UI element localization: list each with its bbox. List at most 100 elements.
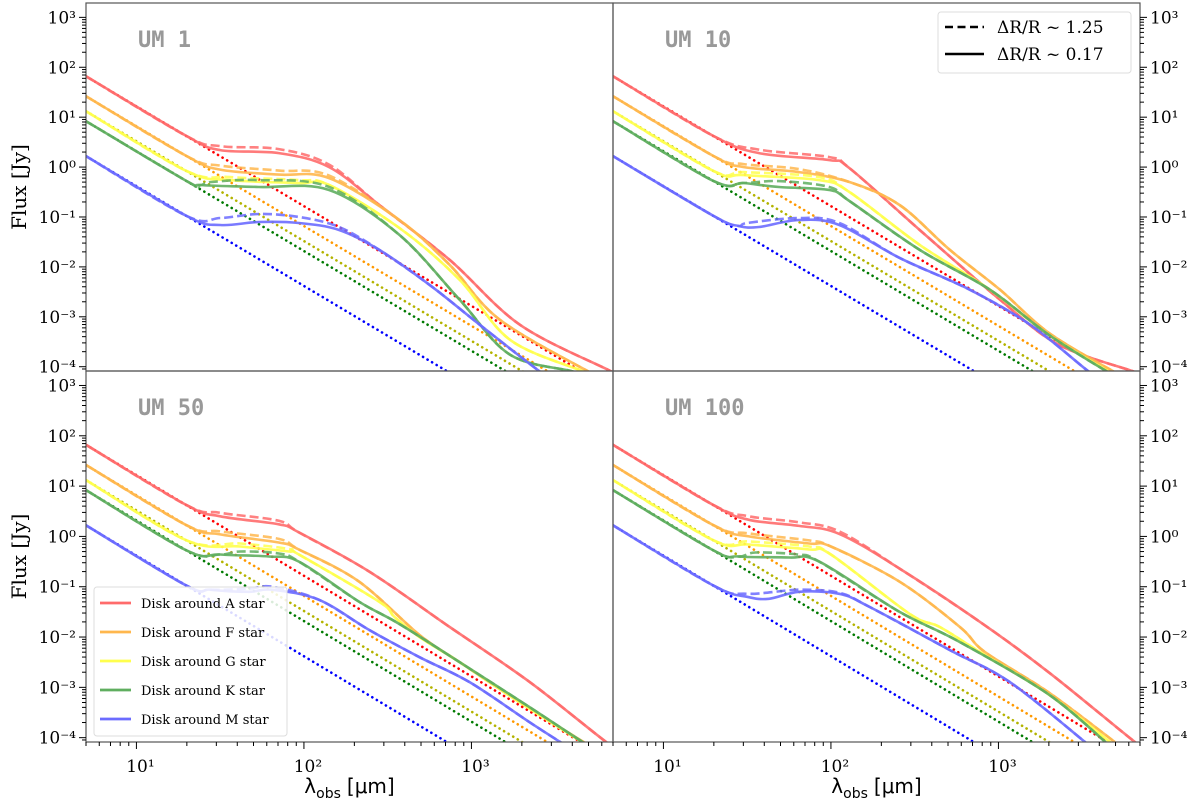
panel-um-1: 10⁻⁴ 10⁻³ 10⁻² 10⁻¹ 10⁰ 10¹ 10² 10³ Flux [Jy] UM … — [7, 2, 614, 378]
stellar-line-G — [86, 478, 525, 742]
disk-dashed-line-A — [613, 75, 1136, 371]
x-axis-subscript: obs — [843, 786, 868, 802]
disk-solid-line-K — [86, 488, 586, 742]
plot-area — [613, 75, 1136, 371]
legend-label: ΔR/R ~ 0.17 — [997, 45, 1104, 65]
disk-solid-line-F — [86, 95, 591, 371]
y-tick-label: 10² — [1150, 58, 1178, 78]
plot-area — [86, 443, 609, 742]
stellar-line-A — [613, 443, 1111, 742]
stellar-line-M — [613, 154, 977, 371]
stellar-line-F — [613, 463, 1077, 742]
disk-dashed-line-G — [86, 110, 586, 371]
y-tick-label: 10⁻³ — [39, 308, 76, 328]
panel-title: UM 1 — [138, 28, 191, 53]
disk-solid-line-A — [86, 443, 609, 742]
legend-label: Disk around A star — [141, 597, 265, 612]
y-tick-label: 10² — [48, 427, 76, 447]
y-tick-label: 10⁻¹ — [1150, 208, 1187, 228]
y-tick-label: 10⁻¹ — [39, 578, 76, 598]
y-tick-label: 10⁻⁴ — [1150, 358, 1188, 378]
disk-solid-line-M — [86, 154, 542, 371]
y-tick-label: 10⁻³ — [39, 678, 76, 698]
stellar-line-K — [613, 488, 1035, 742]
y-tick-label: 10⁰ — [1150, 158, 1179, 178]
legend-label: Disk around F star — [141, 626, 265, 641]
stellar-line-G — [613, 478, 1052, 742]
panel-um-50: 10⁻⁴ 10⁻³ 10⁻² 10⁻¹ 10⁰ 10¹ 10² 10³ 10¹ 10² 10³ λob… — [7, 370, 614, 802]
y-axis-title: Flux [Jy] — [7, 144, 31, 230]
panel-frame — [612, 370, 1141, 743]
stellar-line-G — [86, 109, 525, 371]
y-tick-label: 10⁻² — [1150, 628, 1187, 648]
stellar-line-A — [86, 443, 584, 742]
stellar-line-K — [86, 119, 508, 371]
disk-solid-line-F — [613, 463, 1117, 742]
disk-dashed-line-M — [86, 154, 542, 371]
stellar-line-K — [613, 119, 1035, 371]
disk-solid-line-M — [613, 524, 1088, 742]
disk-solid-line-K — [613, 488, 1108, 742]
y-tick-label: 10¹ — [1150, 108, 1178, 128]
stellar-line-F — [86, 94, 550, 371]
x-tick-label: 10³ — [461, 757, 489, 777]
y-tick-label: 10³ — [1150, 8, 1178, 28]
disk-solid-line-F — [613, 95, 1116, 371]
y-tick-label: 10⁻² — [39, 258, 76, 278]
stellar-line-A — [613, 75, 1111, 371]
y-axis-title: Flux [Jy] — [7, 514, 31, 600]
disk-dashed-line-A — [613, 443, 1138, 742]
y-tick-label: 10⁻⁴ — [39, 729, 77, 749]
disk-solid-line-A — [613, 443, 1138, 742]
stellar-line-M — [86, 154, 450, 371]
y-tick-label: 10⁰ — [1150, 527, 1179, 547]
stellar-line-F — [613, 94, 1077, 371]
disk-dashed-line-A — [86, 75, 613, 371]
legend-box — [937, 11, 1132, 74]
x-tick-label: 10³ — [988, 757, 1016, 777]
x-axis-unit: [μm] — [347, 774, 395, 798]
y-tick-label: 10³ — [48, 376, 76, 396]
panel-title: UM 100 — [665, 396, 744, 421]
linestyle-legend: ΔR/R ~ 1.25 ΔR/R ~ 0.17 — [937, 11, 1132, 74]
y-tick-label: 10³ — [48, 8, 76, 28]
disk-dashed-line-M — [613, 524, 1088, 742]
y-tick-label: 10² — [1150, 427, 1178, 447]
legend-label: Disk around M star — [141, 713, 269, 728]
y-tick-label: 10⁻¹ — [39, 208, 76, 228]
x-axis-subscript: obs — [316, 786, 341, 802]
legend-label: Disk around G star — [141, 655, 266, 670]
disk-dashed-line-K — [613, 488, 1108, 742]
y-tick-label: 10⁻² — [1150, 258, 1187, 278]
plot-area — [86, 75, 613, 371]
y-tick-label: 10¹ — [48, 108, 76, 128]
panel-um-100: 10⁻⁴ 10⁻³ 10⁻² 10⁻¹ 10⁰ 10¹ 10² 10³ 10¹ 10² 10³ λob… — [612, 370, 1188, 802]
panel-um-10: 10⁻⁴ 10⁻³ 10⁻² 10⁻¹ 10⁰ 10¹ 10² 10³ UM 10 — [612, 2, 1188, 378]
stellar-line-K — [86, 488, 508, 742]
x-tick-label: 10¹ — [653, 757, 681, 777]
y-tick-label: 10³ — [1150, 376, 1178, 396]
stellar-line-G — [613, 109, 1052, 371]
y-tick-label: 10⁻³ — [1150, 678, 1187, 698]
y-tick-label: 10⁻² — [39, 628, 76, 648]
plot-area — [613, 443, 1138, 742]
y-tick-label: 10⁻⁴ — [1150, 729, 1188, 749]
x-axis-title: λobs [μm] — [831, 774, 921, 802]
y-tick-label: 10² — [48, 58, 76, 78]
stellar-line-F — [86, 463, 550, 742]
disk-dashed-line-K — [86, 120, 576, 371]
disk-solid-line-K — [613, 120, 1109, 371]
y-tick-label: 10⁻¹ — [1150, 578, 1187, 598]
y-tick-label: 10⁰ — [48, 158, 77, 178]
x-axis-symbol: λ — [831, 774, 843, 798]
stellar-line-M — [613, 524, 977, 742]
y-tick-label: 10⁻⁴ — [39, 358, 77, 378]
disk-solid-line-M — [613, 154, 1091, 371]
star-legend: Disk around A star Disk around F star Disk… — [93, 586, 288, 737]
disk-dashed-line-K — [613, 120, 1109, 371]
x-tick-label: 10² — [821, 757, 849, 777]
y-tick-label: 10¹ — [48, 477, 76, 497]
legend-label: Disk around K star — [141, 684, 266, 699]
y-tick-label: 10⁰ — [48, 527, 77, 547]
